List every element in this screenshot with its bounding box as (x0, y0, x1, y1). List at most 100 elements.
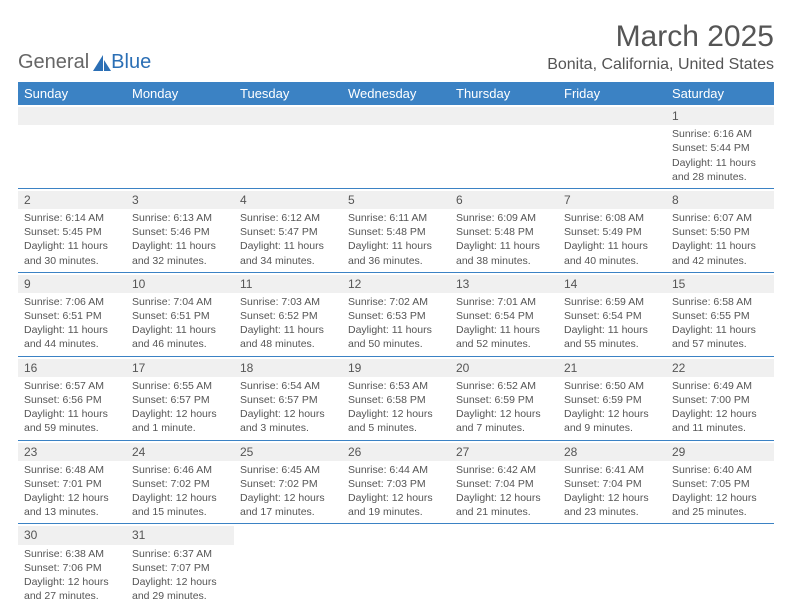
sunset-text: Sunset: 7:02 PM (240, 477, 336, 491)
day-number: 31 (126, 526, 234, 544)
sunset-text: Sunset: 5:46 PM (132, 225, 228, 239)
sunrise-text: Sunrise: 6:54 AM (240, 379, 336, 393)
day-cell: 31Sunrise: 6:37 AMSunset: 7:07 PMDayligh… (126, 524, 234, 607)
sunrise-text: Sunrise: 6:42 AM (456, 463, 552, 477)
day-cell (234, 524, 342, 607)
day-number: 6 (450, 191, 558, 209)
day-cell (126, 105, 234, 188)
daylight-text: Daylight: 12 hours and 9 minutes. (564, 407, 660, 435)
day-number: 2 (18, 191, 126, 209)
daylight-text: Daylight: 11 hours and 59 minutes. (24, 407, 120, 435)
daylight-text: Daylight: 11 hours and 57 minutes. (672, 323, 768, 351)
daylight-text: Daylight: 11 hours and 50 minutes. (348, 323, 444, 351)
day-cell: 24Sunrise: 6:46 AMSunset: 7:02 PMDayligh… (126, 441, 234, 524)
sunset-text: Sunset: 6:58 PM (348, 393, 444, 407)
daylight-text: Daylight: 12 hours and 3 minutes. (240, 407, 336, 435)
sunrise-text: Sunrise: 6:49 AM (672, 379, 768, 393)
day-number: 21 (558, 359, 666, 377)
day-number: 23 (18, 443, 126, 461)
day-number: 24 (126, 443, 234, 461)
day-header: Tuesday (234, 82, 342, 105)
day-cell: 28Sunrise: 6:41 AMSunset: 7:04 PMDayligh… (558, 441, 666, 524)
daylight-text: Daylight: 12 hours and 15 minutes. (132, 491, 228, 519)
sunrise-text: Sunrise: 6:59 AM (564, 295, 660, 309)
sunset-text: Sunset: 6:51 PM (132, 309, 228, 323)
day-header: Saturday (666, 82, 774, 105)
day-number: 29 (666, 443, 774, 461)
day-cell: 20Sunrise: 6:52 AMSunset: 6:59 PMDayligh… (450, 357, 558, 440)
location-text: Bonita, California, United States (547, 56, 774, 74)
daylight-text: Daylight: 11 hours and 40 minutes. (564, 239, 660, 267)
daylight-text: Daylight: 11 hours and 44 minutes. (24, 323, 120, 351)
day-number: 16 (18, 359, 126, 377)
day-number: 25 (234, 443, 342, 461)
day-number: 26 (342, 443, 450, 461)
daylight-text: Daylight: 11 hours and 32 minutes. (132, 239, 228, 267)
day-number: 9 (18, 275, 126, 293)
sunrise-text: Sunrise: 6:16 AM (672, 127, 768, 141)
daylight-text: Daylight: 12 hours and 1 minute. (132, 407, 228, 435)
sunset-text: Sunset: 6:57 PM (240, 393, 336, 407)
sunrise-text: Sunrise: 6:57 AM (24, 379, 120, 393)
week-row: 9Sunrise: 7:06 AMSunset: 6:51 PMDaylight… (18, 273, 774, 357)
brand-logo: General Blue (18, 51, 151, 74)
daylight-text: Daylight: 12 hours and 21 minutes. (456, 491, 552, 519)
sunset-text: Sunset: 7:04 PM (456, 477, 552, 491)
sunset-text: Sunset: 6:56 PM (24, 393, 120, 407)
day-header: Monday (126, 82, 234, 105)
calendar: Sunday Monday Tuesday Wednesday Thursday… (18, 82, 774, 607)
week-row: 30Sunrise: 6:38 AMSunset: 7:06 PMDayligh… (18, 524, 774, 607)
day-number: 17 (126, 359, 234, 377)
sunrise-text: Sunrise: 6:45 AM (240, 463, 336, 477)
daylight-text: Daylight: 11 hours and 30 minutes. (24, 239, 120, 267)
daylight-text: Daylight: 11 hours and 38 minutes. (456, 239, 552, 267)
daylight-text: Daylight: 11 hours and 48 minutes. (240, 323, 336, 351)
day-cell: 22Sunrise: 6:49 AMSunset: 7:00 PMDayligh… (666, 357, 774, 440)
day-cell: 5Sunrise: 6:11 AMSunset: 5:48 PMDaylight… (342, 189, 450, 272)
sunset-text: Sunset: 7:06 PM (24, 561, 120, 575)
sunset-text: Sunset: 7:01 PM (24, 477, 120, 491)
day-cell: 27Sunrise: 6:42 AMSunset: 7:04 PMDayligh… (450, 441, 558, 524)
day-cell (558, 105, 666, 188)
brand-part2: Blue (111, 51, 151, 74)
day-number: 28 (558, 443, 666, 461)
day-header: Thursday (450, 82, 558, 105)
day-number: 13 (450, 275, 558, 293)
sunset-text: Sunset: 7:05 PM (672, 477, 768, 491)
daylight-text: Daylight: 11 hours and 42 minutes. (672, 239, 768, 267)
day-number: 19 (342, 359, 450, 377)
sunrise-text: Sunrise: 6:48 AM (24, 463, 120, 477)
sunset-text: Sunset: 7:04 PM (564, 477, 660, 491)
day-header: Sunday (18, 82, 126, 105)
sunset-text: Sunset: 7:02 PM (132, 477, 228, 491)
sunrise-text: Sunrise: 7:03 AM (240, 295, 336, 309)
daylight-text: Daylight: 11 hours and 28 minutes. (672, 156, 768, 184)
daylight-text: Daylight: 11 hours and 52 minutes. (456, 323, 552, 351)
sunset-text: Sunset: 6:52 PM (240, 309, 336, 323)
sunrise-text: Sunrise: 6:44 AM (348, 463, 444, 477)
sail-icon (91, 53, 113, 73)
day-number: 14 (558, 275, 666, 293)
day-number-empty (18, 107, 126, 125)
sunrise-text: Sunrise: 7:01 AM (456, 295, 552, 309)
daylight-text: Daylight: 12 hours and 25 minutes. (672, 491, 768, 519)
day-cell: 8Sunrise: 6:07 AMSunset: 5:50 PMDaylight… (666, 189, 774, 272)
page-header: General Blue March 2025 Bonita, Californ… (18, 20, 774, 74)
week-row: 23 Sunrise: 6:48 AMSunset: 7:01 PM Dayligh… (18, 441, 774, 525)
daylight-text: Daylight: 12 hours and 7 minutes. (456, 407, 552, 435)
daylight-text: Daylight: 12 hours and 17 minutes. (240, 491, 336, 519)
day-cell: 18Sunrise: 6:54 AMSunset: 6:57 PMDayligh… (234, 357, 342, 440)
sunset-text: Sunset: 7:00 PM (672, 393, 768, 407)
sunset-text: Sunset: 6:53 PM (348, 309, 444, 323)
day-header: Wednesday (342, 82, 450, 105)
day-cell (450, 524, 558, 607)
day-header-row: Sunday Monday Tuesday Wednesday Thursday… (18, 82, 774, 105)
day-cell: 1Sunrise: 6:16 AMSunset: 5:44 PMDaylight… (666, 105, 774, 188)
day-cell: 10Sunrise: 7:04 AMSunset: 6:51 PMDayligh… (126, 273, 234, 356)
sunset-text: Sunset: 5:50 PM (672, 225, 768, 239)
sunrise-text: Sunrise: 7:02 AM (348, 295, 444, 309)
daylight-text: Daylight: 12 hours and 29 minutes. (132, 575, 228, 603)
week-row: 1Sunrise: 6:16 AMSunset: 5:44 PMDaylight… (18, 105, 774, 189)
title-block: March 2025 Bonita, California, United St… (547, 20, 774, 74)
sunrise-text: Sunrise: 6:41 AM (564, 463, 660, 477)
